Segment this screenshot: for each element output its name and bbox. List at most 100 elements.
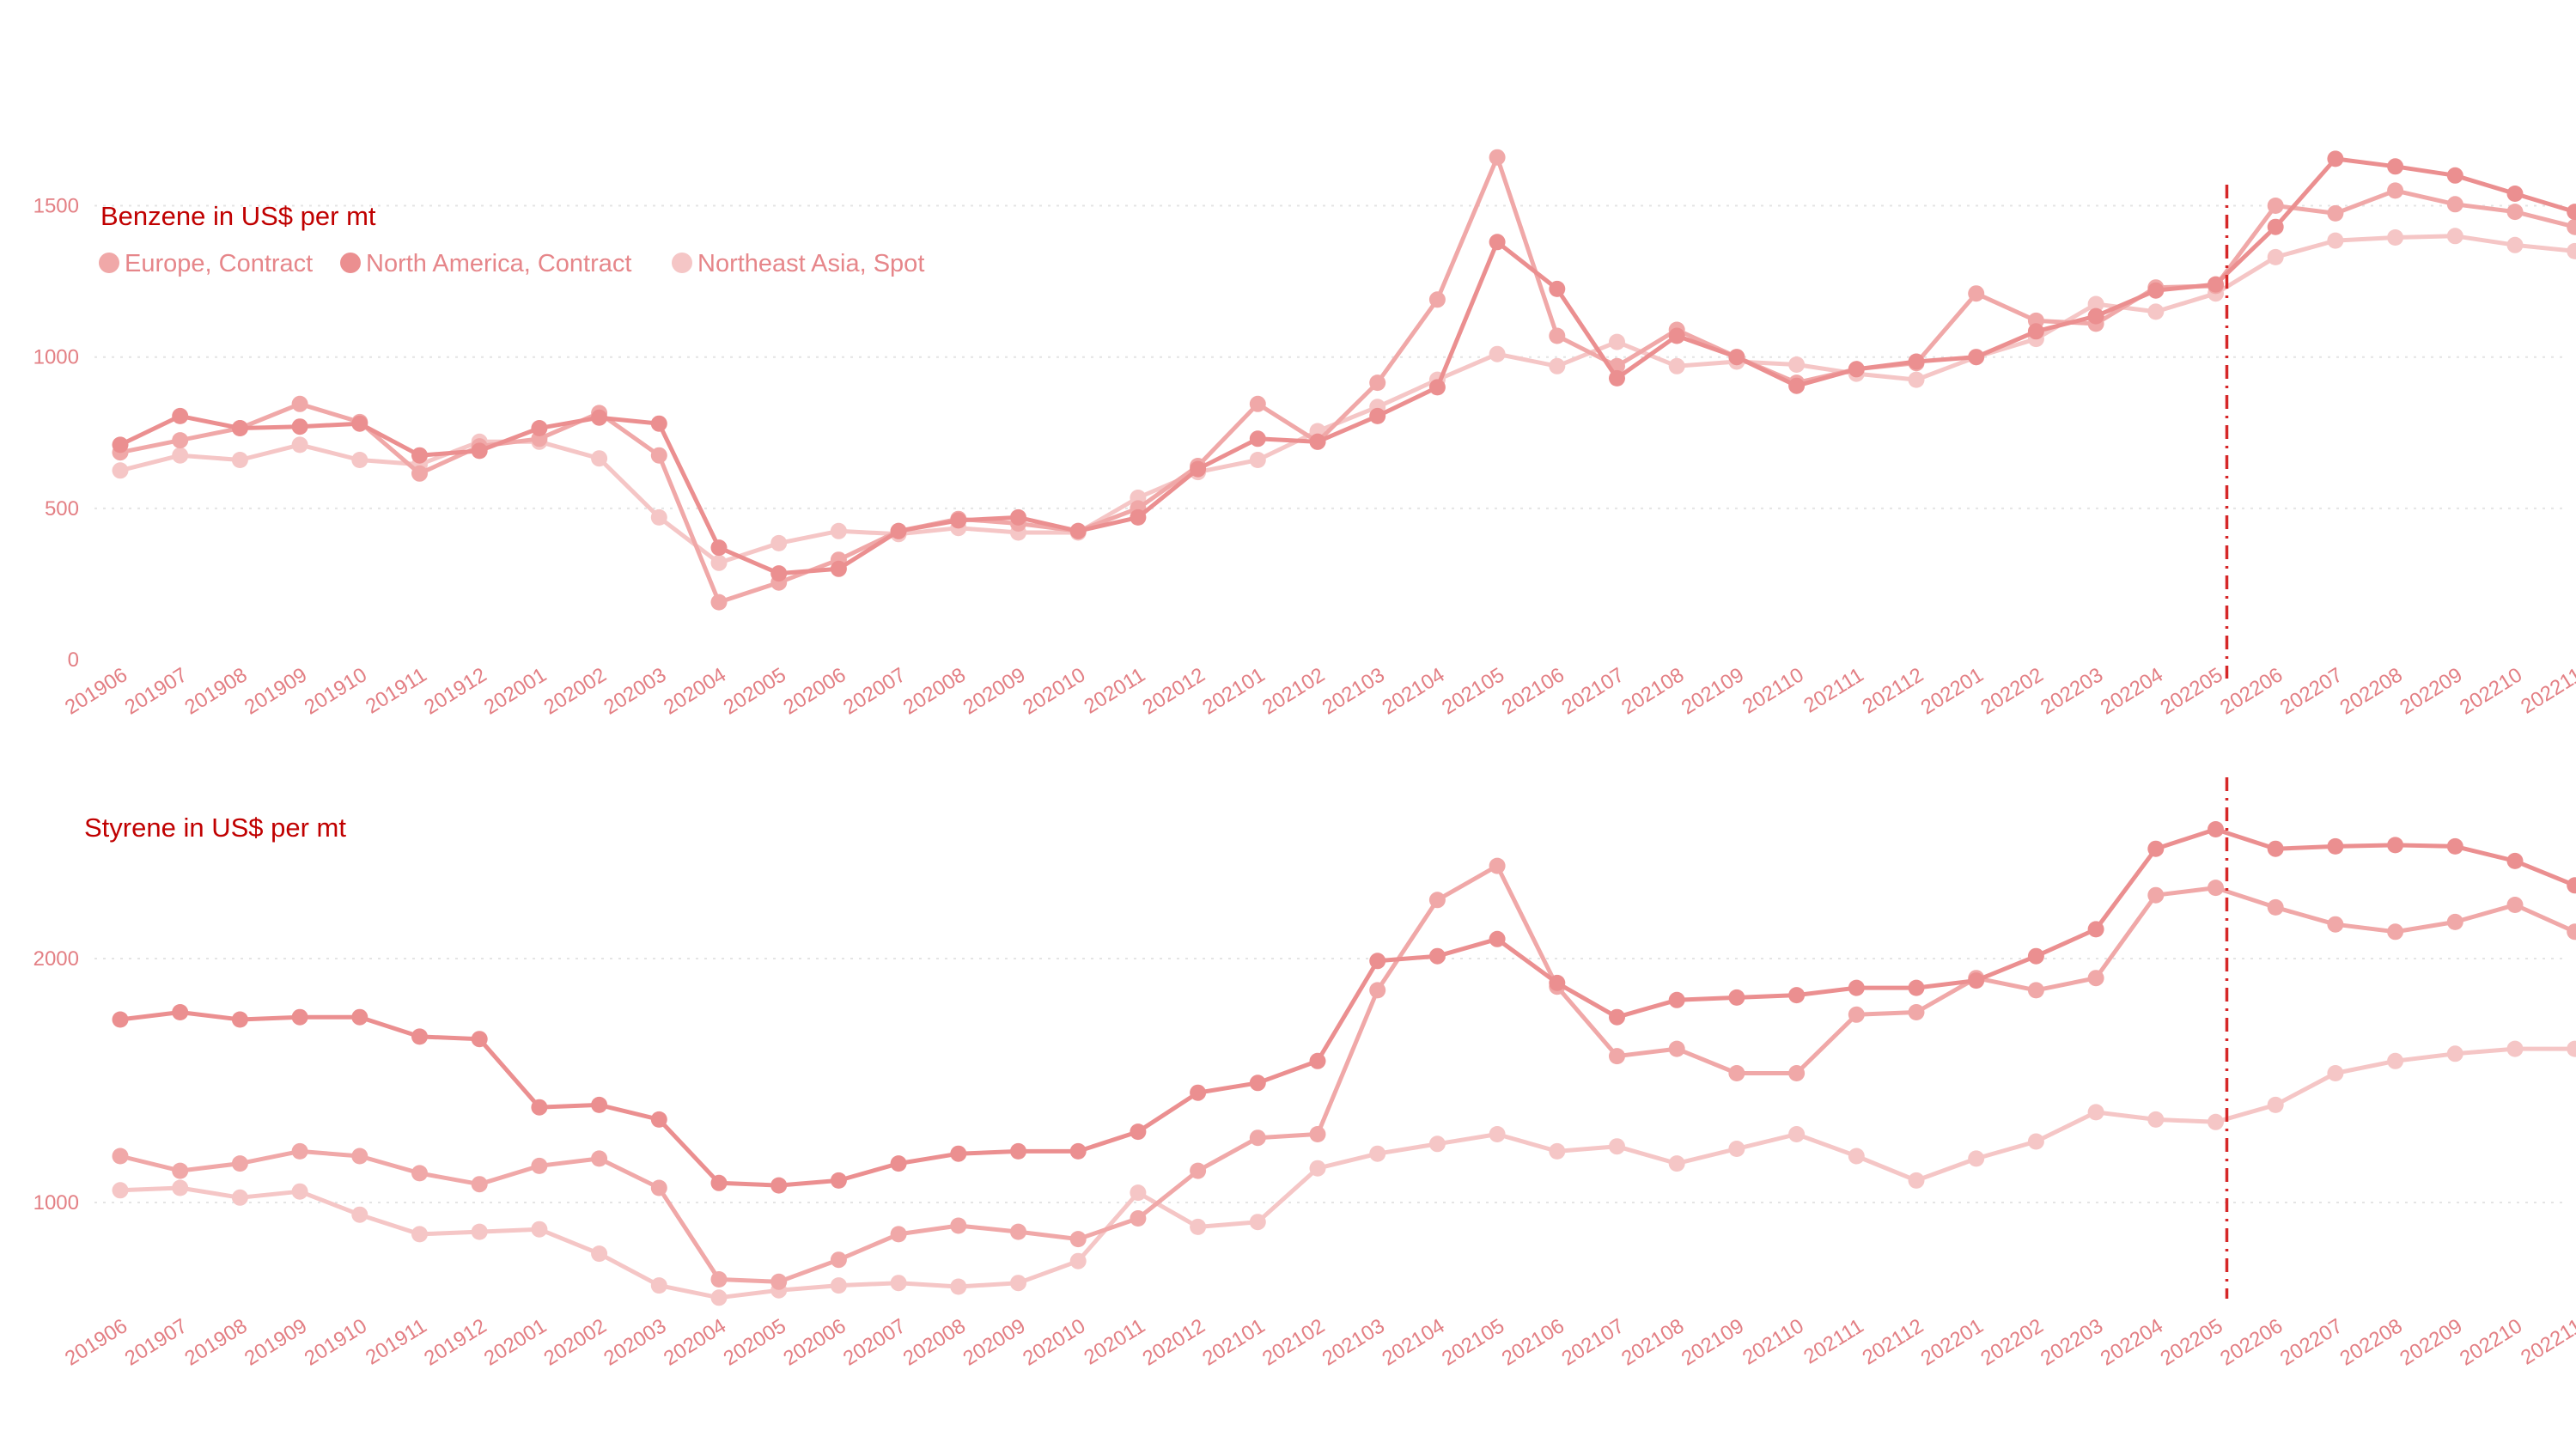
legend-marker-northeast-asia (672, 253, 692, 273)
x-tick-label: 202007 (839, 663, 910, 719)
x-tick-label: 202001 (480, 1314, 551, 1370)
data-point (231, 1011, 248, 1028)
data-point (1489, 1126, 1506, 1142)
data-point (2267, 1096, 2284, 1113)
benzene-y-axis: 0 500 1000 1500 (33, 195, 79, 672)
data-point (2567, 923, 2576, 941)
x-tick-label: 202211 (2517, 663, 2576, 718)
data-point (1249, 1075, 1266, 1092)
x-tick-label: 202001 (480, 663, 551, 719)
data-point (1728, 349, 1745, 366)
data-point (1010, 1275, 1026, 1292)
data-point (2208, 880, 2224, 897)
data-point (2267, 218, 2284, 235)
data-point (1249, 395, 1266, 412)
data-point (2506, 236, 2524, 253)
data-point (1908, 979, 1925, 996)
data-point (2446, 167, 2463, 184)
data-point (650, 1277, 667, 1294)
x-tick-label: 202004 (660, 1314, 730, 1370)
data-point (830, 1277, 847, 1294)
data-point (1489, 857, 1506, 874)
data-point (591, 409, 608, 426)
x-tick-label: 202106 (1498, 1314, 1568, 1370)
data-point (291, 1142, 308, 1160)
data-point (890, 1226, 907, 1243)
data-point (1010, 508, 1026, 526)
data-point (591, 1245, 608, 1263)
benzene-chart-title: Benzene in US$ per mt (100, 201, 376, 231)
data-point (591, 1150, 608, 1167)
data-point (291, 436, 308, 454)
data-point (112, 1011, 129, 1028)
data-point (1668, 991, 1685, 1008)
x-tick-label: 202012 (1139, 663, 1209, 719)
data-point (2446, 1045, 2463, 1062)
x-tick-label: 202111 (1800, 1314, 1867, 1368)
data-point (950, 1278, 967, 1295)
x-tick-label: 202010 (1019, 1314, 1089, 1370)
x-tick-label: 202003 (600, 663, 670, 719)
data-point (770, 1273, 788, 1290)
x-tick-label: 202105 (1438, 663, 1508, 719)
x-tick-label: 202202 (1976, 663, 2047, 719)
data-point (1728, 1141, 1745, 1157)
y-tick-label: 2000 (33, 947, 79, 971)
x-tick-label: 201910 (301, 1314, 371, 1370)
data-point (172, 407, 189, 424)
x-tick-label: 202205 (2156, 663, 2226, 719)
data-point (1609, 333, 1625, 350)
x-tick-label: 202012 (1139, 1314, 1209, 1370)
x-tick-label: 202101 (1198, 1314, 1269, 1370)
data-point (2208, 821, 2224, 837)
benzene-x-axis: 2019062019072019082019092019102019112019… (61, 663, 2576, 719)
x-tick-label: 202103 (1318, 1314, 1389, 1370)
x-tick-label: 202207 (2276, 1314, 2347, 1370)
x-tick-label: 202011 (1080, 1314, 1149, 1369)
data-point (710, 594, 728, 611)
data-point (1609, 1008, 1625, 1026)
data-point (1848, 361, 1865, 378)
data-point (950, 1145, 967, 1162)
x-tick-label: 202203 (2037, 663, 2107, 719)
x-tick-label: 202211 (2517, 1314, 2576, 1369)
data-point (231, 452, 248, 468)
data-point (231, 1189, 248, 1206)
data-point (1428, 291, 1446, 308)
x-tick-label: 202206 (2216, 1314, 2287, 1370)
data-point (2027, 323, 2044, 340)
legend: Europe, Contract North America, Contract… (99, 250, 924, 277)
data-point (172, 1162, 189, 1179)
data-point (1668, 327, 1685, 344)
x-tick-label: 202110 (1739, 1314, 1808, 1369)
data-point (1489, 149, 1506, 166)
data-point (291, 418, 308, 435)
data-point (2327, 204, 2344, 222)
x-tick-label: 201907 (121, 1314, 192, 1370)
x-tick-label: 202108 (1617, 663, 1688, 719)
data-point (1908, 353, 1925, 370)
data-point (890, 522, 907, 539)
styrene-series (112, 821, 2576, 1306)
y-tick-label: 500 (45, 497, 79, 521)
data-point (1788, 356, 1806, 373)
data-point (1069, 1231, 1087, 1248)
data-point (471, 1176, 488, 1193)
x-tick-label: 202109 (1678, 663, 1748, 719)
x-tick-label: 202104 (1378, 663, 1448, 719)
x-tick-label: 202011 (1080, 663, 1149, 718)
data-point (2387, 182, 2404, 199)
legend-label-europe: Europe, Contract (125, 250, 313, 277)
x-tick-label: 201912 (420, 1314, 490, 1370)
series-line (119, 1046, 2575, 1300)
legend-label-northeast-asia: Northeast Asia, Spot (697, 250, 924, 277)
styrene-chart-title: Styrene in US$ per mt (84, 813, 346, 843)
data-point (770, 1177, 788, 1194)
legend-label-north-america: North America, Contract (366, 250, 631, 277)
data-point (291, 1008, 308, 1026)
data-point (1908, 371, 1925, 388)
data-point (2147, 840, 2165, 857)
data-point (1908, 1004, 1925, 1020)
data-point (1489, 234, 1506, 251)
